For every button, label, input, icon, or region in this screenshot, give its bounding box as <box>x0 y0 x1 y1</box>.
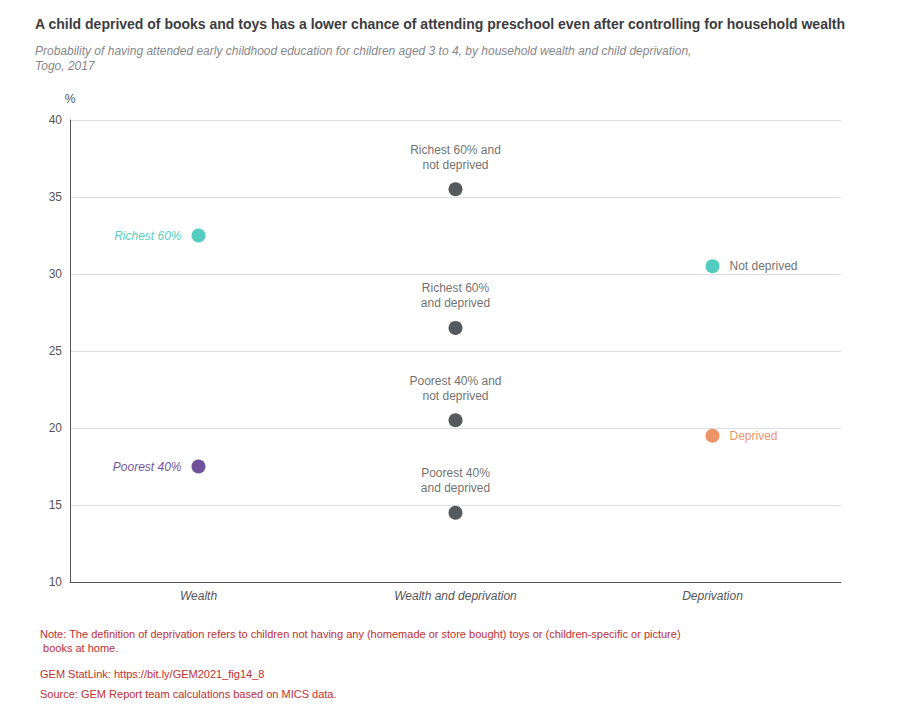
svg-text:25: 25 <box>49 344 63 358</box>
svg-text:A child deprived of books and: A child deprived of books and toys has a… <box>35 16 845 32</box>
svg-text:books at home.: books at home. <box>40 642 118 654</box>
svg-text:Wealth and deprivation: Wealth and deprivation <box>394 589 517 603</box>
svg-text:35: 35 <box>49 190 63 204</box>
svg-text:Poorest 40%: Poorest 40% <box>113 460 182 474</box>
svg-text:Richest 60%: Richest 60% <box>114 229 182 243</box>
svg-text:Richest 60%: Richest 60% <box>422 281 490 295</box>
svg-text:Richest 60% and: Richest 60% and <box>410 143 501 157</box>
svg-text:Probability of having attended: Probability of having attended early chi… <box>35 44 695 58</box>
svg-text:Poorest 40% and: Poorest 40% and <box>409 374 501 388</box>
svg-text:GEM StatLink: https://bit.ly/G: GEM StatLink: https://bit.ly/GEM2021_fig… <box>40 668 264 680</box>
svg-text:%: % <box>65 92 76 106</box>
svg-text:Note: The definition of depriv: Note: The definition of deprivation refe… <box>40 628 681 640</box>
svg-text:Togo, 2017: Togo, 2017 <box>35 59 96 73</box>
svg-text:Poorest 40%: Poorest 40% <box>421 466 490 480</box>
svg-text:not deprived: not deprived <box>422 158 488 172</box>
svg-text:Wealth: Wealth <box>180 589 217 603</box>
svg-text:not deprived: not deprived <box>422 389 488 403</box>
svg-text:Not deprived: Not deprived <box>730 259 798 273</box>
svg-text:Deprived: Deprived <box>730 429 778 443</box>
svg-text:30: 30 <box>49 267 63 281</box>
svg-text:Source: GEM Report team calcul: Source: GEM Report team calculations bas… <box>40 688 337 700</box>
svg-text:Deprivation: Deprivation <box>682 589 743 603</box>
svg-text:and deprived: and deprived <box>421 481 490 495</box>
svg-text:10: 10 <box>49 575 63 589</box>
svg-text:15: 15 <box>49 498 63 512</box>
svg-text:and deprived: and deprived <box>421 296 490 310</box>
svg-text:40: 40 <box>49 113 63 127</box>
svg-text:20: 20 <box>49 421 63 435</box>
